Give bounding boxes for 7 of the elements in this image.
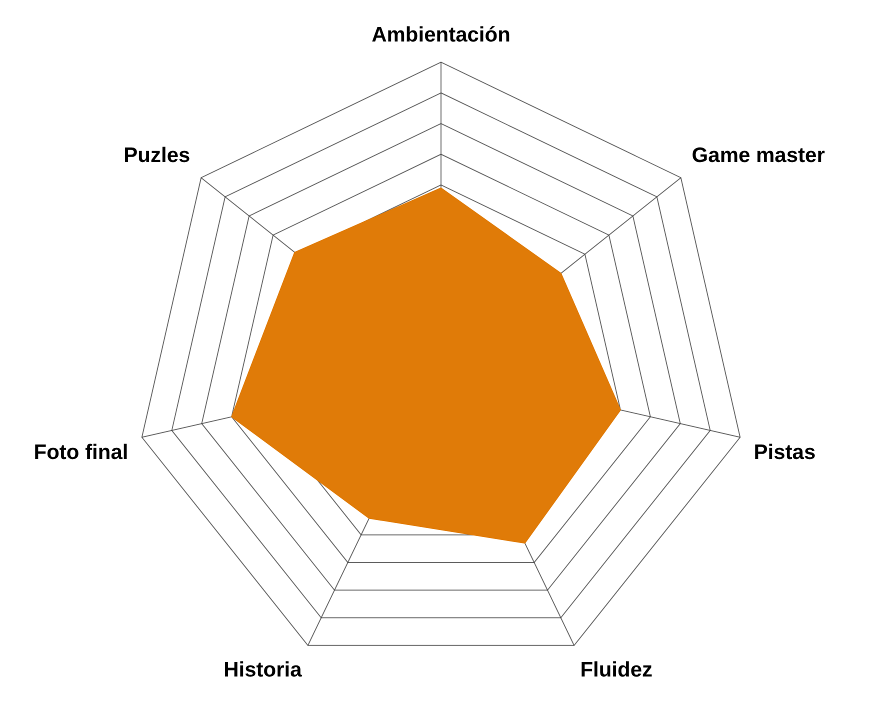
spoke-label: Pistas <box>754 440 816 464</box>
spoke-label: Fluidez <box>580 658 653 682</box>
spoke-label: Puzles <box>124 144 190 168</box>
spoke-label: Foto final <box>34 440 128 464</box>
spoke-label: Ambientación <box>372 23 510 46</box>
spoke-label: Game master <box>692 144 825 168</box>
spoke-label: Historia <box>224 658 302 682</box>
